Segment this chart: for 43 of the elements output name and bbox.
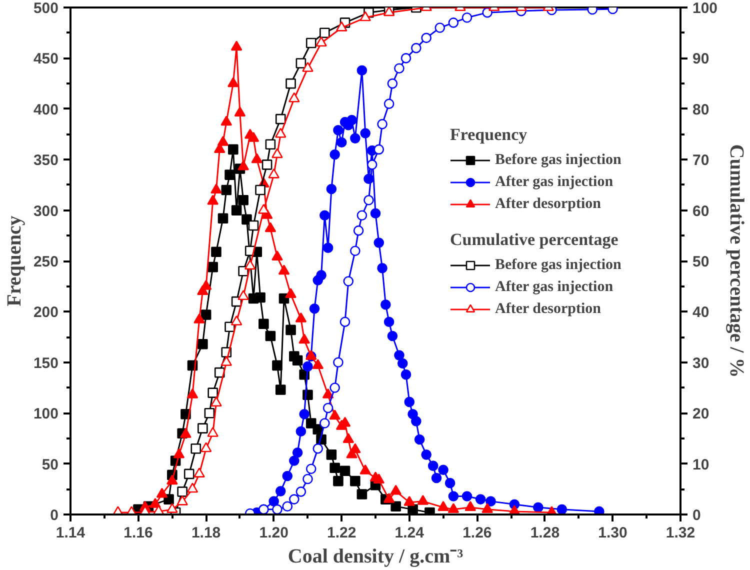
y2-tick-label: 80 — [692, 101, 710, 118]
legend-label: After desorption — [495, 196, 601, 212]
x-tick-label: 1.26 — [462, 524, 492, 542]
y2-tick-label: 30 — [692, 354, 710, 372]
y-tick-label: 150 — [33, 354, 59, 372]
y2-tick-label: 100 — [692, 0, 718, 17]
legend-label: Before gas injection — [495, 256, 622, 274]
legend-label: After gas injection — [495, 174, 614, 190]
y-tick-label: 250 — [33, 254, 59, 270]
y2-tick-label: 20 — [692, 406, 710, 423]
x-tick-label: 1.16 — [124, 524, 153, 542]
legend-label: Before gas injection — [495, 152, 622, 168]
y2-axis-title: Cumulative percentage / % — [726, 144, 748, 378]
x-tick-label: 1.30 — [598, 524, 628, 542]
y-tick-label: 100 — [33, 406, 59, 423]
y-axis-title: Frequency — [3, 216, 26, 306]
x-tick-label: 1.20 — [259, 524, 288, 542]
y-tick-label: 50 — [42, 456, 59, 474]
y2-tick-label: 60 — [692, 202, 710, 220]
y2-tick-label: 10 — [692, 456, 710, 474]
x-tick-label: 1.32 — [666, 524, 696, 542]
y-tick-label: 0 — [50, 507, 58, 524]
x-tick-label: 1.18 — [191, 524, 221, 542]
y-tick-label: 500 — [33, 0, 59, 17]
y-tick-label: 200 — [33, 304, 59, 322]
x-tick-label: 1.14 — [56, 524, 86, 542]
y2-tick-label: 0 — [692, 507, 701, 524]
annotation: Cumulative percentage — [450, 230, 620, 250]
x-tick-label: 1.22 — [327, 524, 356, 542]
y-tick-label: 300 — [33, 202, 59, 220]
y2-tick-label: 40 — [692, 304, 710, 322]
y-tick-label: 450 — [33, 50, 59, 68]
legend-title: Frequency — [450, 125, 528, 145]
y2-tick-label: 90 — [692, 50, 710, 68]
y2-tick-label: 50 — [692, 254, 710, 270]
x-tick-label: 1.28 — [530, 524, 560, 542]
legend-label: After desorption — [495, 300, 601, 318]
y-tick-label: 350 — [33, 152, 59, 170]
y2-tick-label: 70 — [692, 152, 710, 170]
legend-label: After gas injection — [495, 278, 614, 296]
y-tick-label: 400 — [33, 101, 59, 118]
x-axis-title: Coal density / g.cm⁻³ — [288, 546, 464, 568]
x-tick-label: 1.24 — [394, 524, 425, 542]
